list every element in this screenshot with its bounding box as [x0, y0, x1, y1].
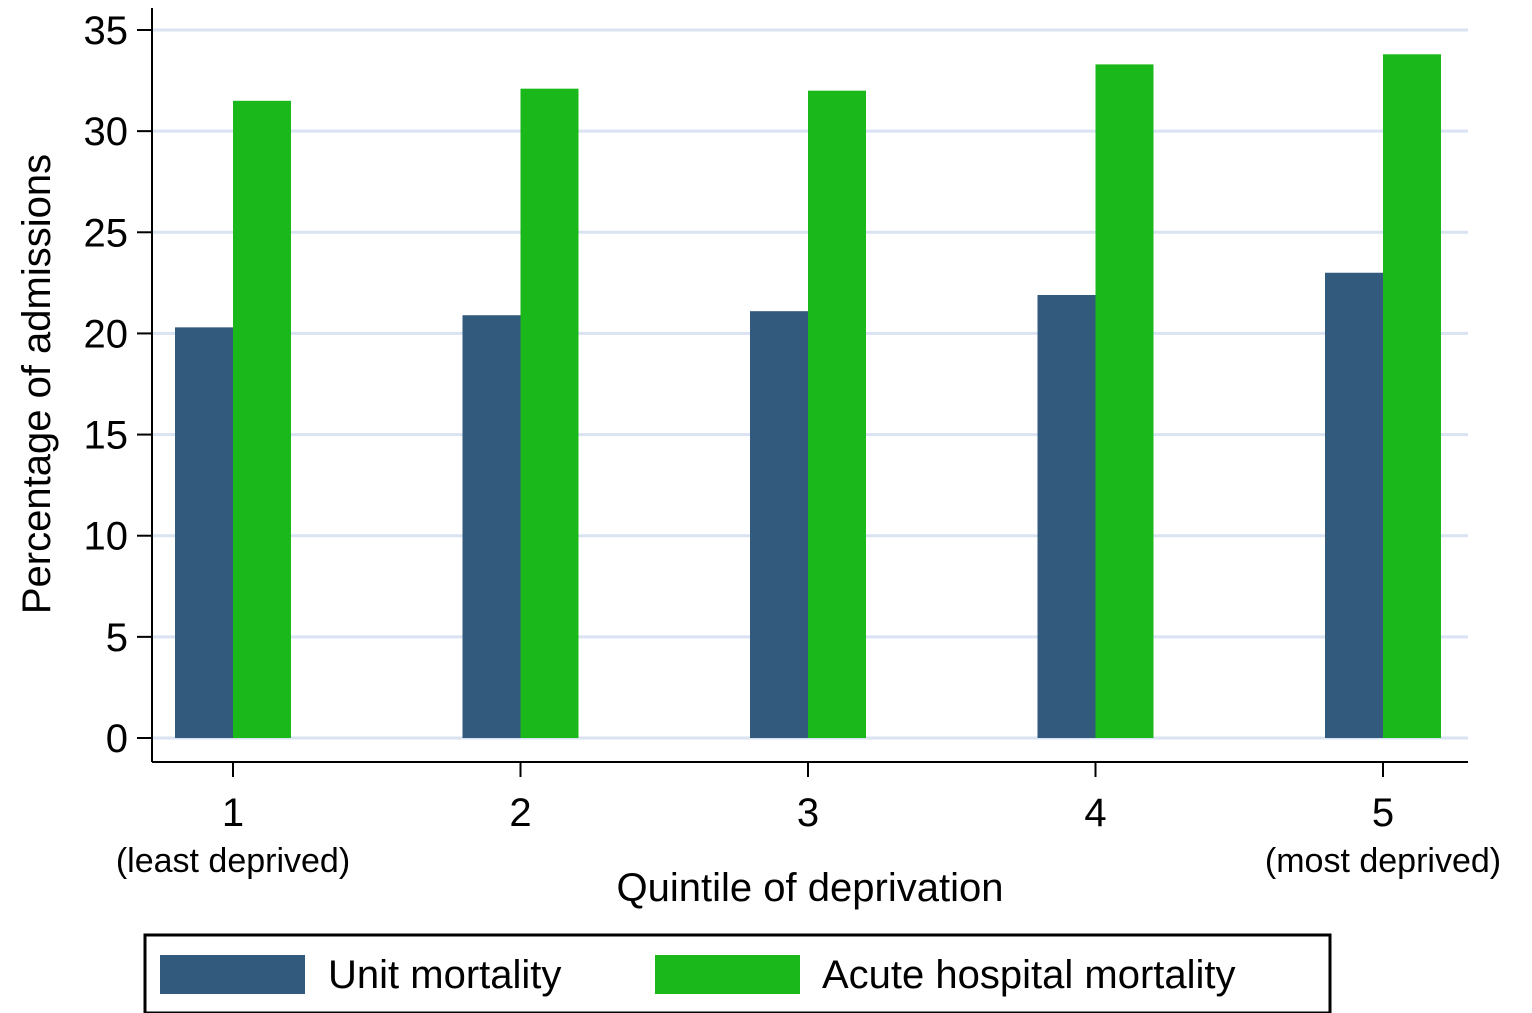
bar-acute-hospital-mortality-1	[233, 100, 291, 739]
y-tick-label: 35	[84, 9, 129, 53]
x-tick-sublabel: (most deprived)	[1265, 842, 1501, 880]
legend-label-acute-hospital-mortality: Acute hospital mortality	[822, 953, 1236, 997]
y-tick-label: 20	[84, 312, 129, 356]
y-tick-label: 5	[106, 616, 128, 660]
x-tick-label: 1	[222, 791, 244, 835]
y-axis-title: Percentage of admissions	[15, 154, 59, 614]
y-tick-label: 10	[84, 515, 129, 559]
x-tick-label: 2	[509, 791, 531, 835]
bar-unit-mortality-5	[1325, 272, 1383, 738]
y-tick-label: 30	[84, 110, 129, 154]
legend-swatch-acute-hospital-mortality	[655, 955, 800, 994]
x-axis-title: Quintile of deprivation	[617, 866, 1004, 910]
bar-acute-hospital-mortality-3	[808, 90, 866, 738]
y-tick-label: 15	[84, 414, 129, 458]
bar-unit-mortality-4	[1037, 294, 1096, 738]
x-tick-label: 5	[1372, 791, 1394, 835]
x-tick-sublabel: (least deprived)	[116, 842, 350, 880]
x-ticks: 1 (least deprived) 2 3 4 5 (most deprived)	[116, 762, 1501, 880]
bar-acute-hospital-mortality-4	[1095, 64, 1154, 739]
bar-unit-mortality-2	[462, 315, 521, 738]
bar-unit-mortality-3	[750, 311, 808, 738]
legend-label-unit-mortality: Unit mortality	[328, 953, 561, 997]
x-tick-label: 4	[1084, 791, 1106, 835]
legend-swatch-unit-mortality	[160, 955, 305, 994]
x-tick-label: 3	[797, 791, 819, 835]
y-tick-label: 25	[84, 211, 129, 255]
bar-unit-mortality-1	[175, 327, 233, 738]
bar-acute-hospital-mortality-2	[520, 88, 579, 739]
legend: Unit mortality Acute hospital mortality	[143, 933, 1332, 1013]
bar-acute-hospital-mortality-5	[1383, 54, 1441, 738]
y-ticks: 0 5 10 15 20 25 30 35	[84, 9, 152, 761]
y-tick-label: 0	[106, 717, 128, 761]
bars	[175, 54, 1441, 739]
